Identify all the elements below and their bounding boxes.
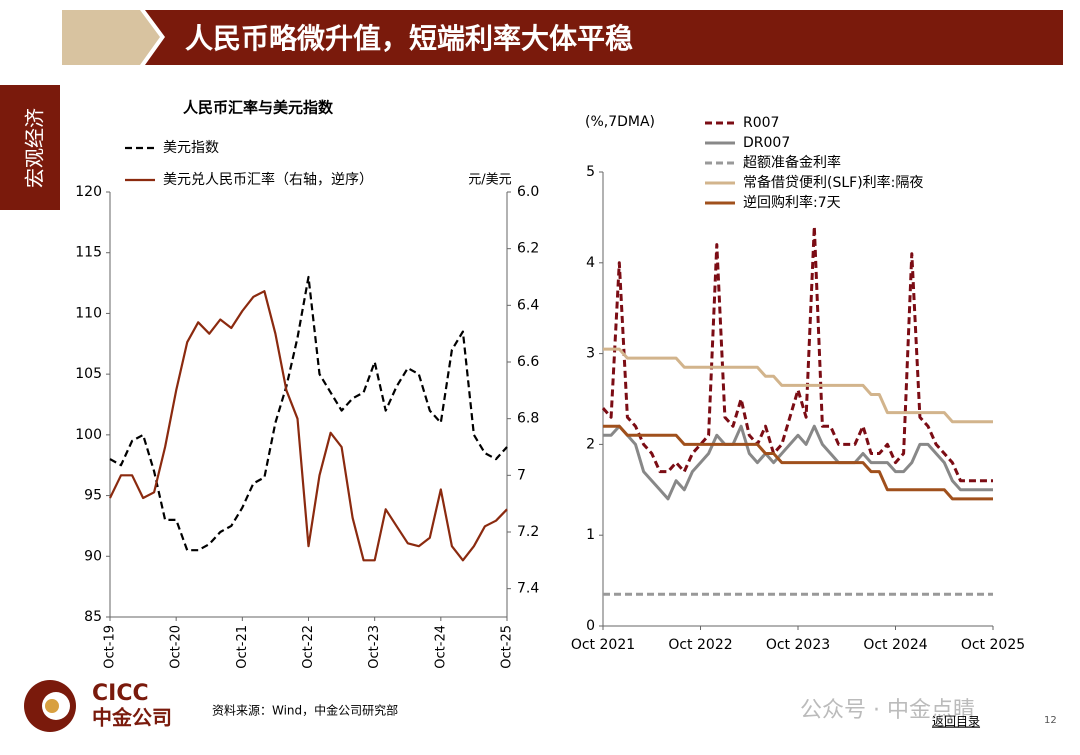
y-tick-label: 5 — [586, 164, 595, 180]
x-tick-label: Oct-24 — [433, 625, 448, 669]
y-tick-label: 95 — [84, 488, 102, 504]
header-band — [145, 10, 1063, 65]
series-line — [603, 424, 993, 501]
series-line — [109, 290, 508, 562]
legend-label: 美元指数 — [163, 140, 219, 156]
y2-tick-label: 6.2 — [517, 241, 539, 257]
series-line — [109, 275, 508, 552]
chart-title: 人民币汇率与美元指数 — [183, 99, 334, 117]
y2-tick-label: 7.4 — [517, 581, 539, 597]
legend-label: 美元兑人民币汇率（右轴，逆序） — [163, 171, 373, 188]
x-tick-label: Oct-23 — [367, 625, 382, 669]
legend-label: 常备借贷便利(SLF)利率:隔夜 — [743, 174, 923, 191]
legend-label: 逆回购利率:7天 — [743, 194, 841, 211]
x-tick-label: Oct 2025 — [961, 637, 1025, 653]
y-tick-label: 105 — [75, 366, 102, 382]
logo-mark-core — [45, 699, 59, 713]
series-line — [601, 225, 993, 483]
x-tick-label: Oct-20 — [169, 625, 184, 669]
header-title: 人民币略微升值，短端利率大体平稳 — [185, 22, 633, 55]
logo-en: CICC — [92, 681, 149, 706]
y-tick-label: 4 — [586, 255, 595, 271]
y-tick-label: 110 — [75, 305, 102, 321]
y-tick-label: 90 — [84, 548, 102, 564]
series-line — [603, 424, 993, 501]
x-tick-label: Oct-22 — [301, 625, 316, 669]
x-tick-label: Oct 2022 — [668, 637, 732, 653]
y-tick-label: 3 — [586, 346, 595, 362]
y-axis-label: (%,7DMA) — [585, 114, 655, 130]
x-tick-label: Oct 2024 — [863, 637, 927, 653]
y-tick-label: 0 — [586, 618, 595, 634]
y2-tick-label: 7 — [517, 467, 526, 483]
legend-label: 超额准备金利率 — [743, 154, 841, 171]
y2-tick-label: 6.8 — [517, 411, 539, 427]
x-tick-label: Oct-19 — [103, 625, 118, 669]
y2-tick-label: 7.2 — [517, 524, 539, 540]
y-tick-label: 85 — [84, 609, 102, 625]
y2-tick-label: 6.4 — [517, 297, 539, 313]
back-link[interactable]: 返回目录 — [932, 715, 980, 729]
logo-cn: 中金公司 — [92, 706, 172, 730]
y-tick-label: 120 — [75, 184, 102, 200]
legend-label: R007 — [743, 115, 779, 131]
x-tick-label: Oct-25 — [500, 625, 515, 669]
y2-tick-label: 6.0 — [517, 184, 539, 200]
x-tick-label: Oct 2023 — [766, 637, 830, 653]
legend-label: DR007 — [743, 135, 790, 151]
y2-axis-label: 元/美元 — [468, 173, 511, 188]
y-tick-label: 1 — [586, 527, 595, 543]
page-number: 12 — [1044, 715, 1057, 726]
y2-tick-label: 6.6 — [517, 354, 539, 370]
header-accent — [62, 10, 160, 65]
source-note: 资料来源：Wind，中金公司研究部 — [212, 703, 398, 718]
series-line — [603, 347, 993, 424]
side-label: 宏观经济 — [23, 108, 47, 188]
x-tick-label: Oct-21 — [235, 625, 250, 669]
y-tick-label: 115 — [75, 245, 102, 261]
watermark: 公众号 · 中金点睛 — [800, 698, 975, 723]
y-tick-label: 100 — [75, 427, 102, 443]
x-tick-label: Oct 2021 — [571, 637, 635, 653]
side-box — [0, 85, 60, 210]
y-tick-label: 2 — [586, 436, 595, 452]
